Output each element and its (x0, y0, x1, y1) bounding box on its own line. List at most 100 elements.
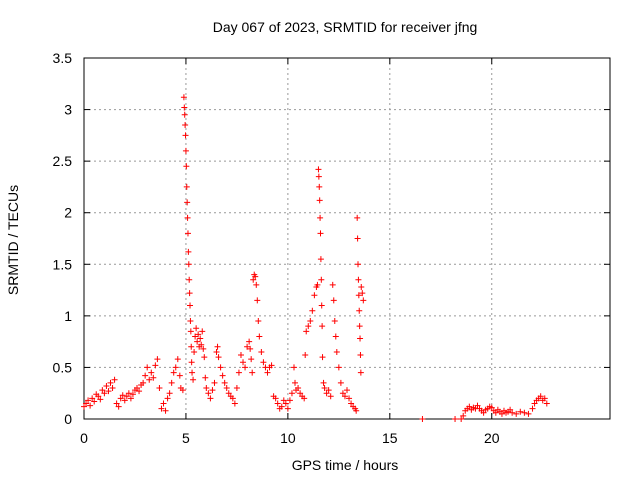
data-point (113, 400, 120, 407)
plot-frame (83, 57, 611, 420)
data-point (189, 369, 196, 376)
data-point (179, 387, 186, 394)
data-point (119, 392, 126, 399)
data-point (127, 395, 134, 402)
data-point (488, 404, 495, 411)
data-point (188, 343, 195, 350)
data-point (152, 362, 159, 369)
data-point (356, 307, 363, 314)
data-point (348, 400, 355, 407)
data-point (460, 412, 467, 419)
data-point (332, 333, 339, 340)
x-tick-label: 20 (484, 430, 500, 446)
data-point (235, 369, 242, 376)
y-tick-label: 3 (64, 102, 72, 118)
data-point (316, 197, 323, 204)
data-point (339, 390, 346, 397)
data-point (353, 407, 360, 414)
data-point (162, 407, 169, 414)
data-point (233, 385, 240, 392)
data-point (198, 341, 205, 348)
data-point (193, 325, 200, 332)
data-point (278, 403, 285, 410)
data-point (123, 393, 130, 400)
data-point (182, 122, 189, 129)
data-point (209, 387, 216, 394)
data-point (252, 273, 259, 280)
data-point (272, 395, 279, 402)
data-point (101, 390, 108, 397)
data-point (335, 364, 342, 371)
data-point (240, 359, 247, 366)
data-point (355, 292, 362, 299)
data-point (282, 400, 289, 407)
data-point (117, 395, 124, 402)
data-point (184, 230, 191, 237)
data-point (480, 409, 487, 416)
data-point (221, 379, 228, 386)
data-point (237, 352, 244, 359)
data-point (164, 395, 171, 402)
data-point (319, 354, 326, 361)
x-tick-label: 15 (382, 430, 398, 446)
data-point (184, 199, 191, 206)
data-point (187, 328, 194, 335)
data-point (188, 359, 195, 366)
data-point (537, 393, 544, 400)
data-point (323, 390, 330, 397)
data-point (309, 307, 316, 314)
data-point (297, 390, 304, 397)
y-axis-label: SRMTID / TECUs (5, 185, 21, 295)
data-point (260, 359, 267, 366)
data-point (258, 348, 265, 355)
data-point (181, 111, 188, 118)
data-point (357, 352, 364, 359)
data-point (207, 395, 214, 402)
data-point (466, 403, 473, 410)
y-tick-label: 3.5 (53, 50, 73, 66)
x-tick-labels: 0 5 10 15 20 (80, 430, 500, 446)
data-point (305, 323, 312, 330)
data-point (174, 356, 181, 363)
data-point (187, 318, 194, 325)
grid-lines (84, 58, 610, 419)
data-point (103, 382, 110, 389)
data-point (200, 345, 207, 352)
data-point (156, 385, 163, 392)
y-tick-label: 2 (64, 205, 72, 221)
data-point (142, 372, 149, 379)
data-point (144, 364, 151, 371)
data-point (360, 297, 367, 304)
data-point (176, 372, 183, 379)
data-point (521, 409, 528, 416)
data-point (183, 163, 190, 170)
data-point (307, 318, 314, 325)
data-point (317, 230, 324, 237)
data-point (182, 147, 189, 154)
data-point (292, 379, 299, 386)
data-point (180, 94, 187, 101)
data-point (160, 400, 167, 407)
data-point (121, 397, 128, 404)
y-tick-label: 1 (64, 308, 72, 324)
data-point (314, 281, 321, 288)
data-point (211, 379, 218, 386)
y-tick-labels: 0 0.5 1 1.5 2 2.5 3 3.5 (53, 50, 73, 427)
data-point (248, 356, 255, 363)
x-axis-label: GPS time / hours (292, 457, 399, 473)
data-point (474, 402, 481, 409)
data-point (318, 302, 325, 309)
y-tick-label: 0.5 (53, 359, 73, 375)
data-point (341, 393, 348, 400)
data-point (507, 406, 514, 413)
data-point (250, 276, 257, 283)
data-point (311, 292, 318, 299)
y-tick-label: 0 (64, 411, 72, 427)
data-point (91, 398, 98, 405)
data-point (329, 281, 336, 288)
data-point (134, 385, 141, 392)
data-point (330, 297, 337, 304)
y-tick-label: 1.5 (53, 256, 73, 272)
data-point (186, 276, 193, 283)
